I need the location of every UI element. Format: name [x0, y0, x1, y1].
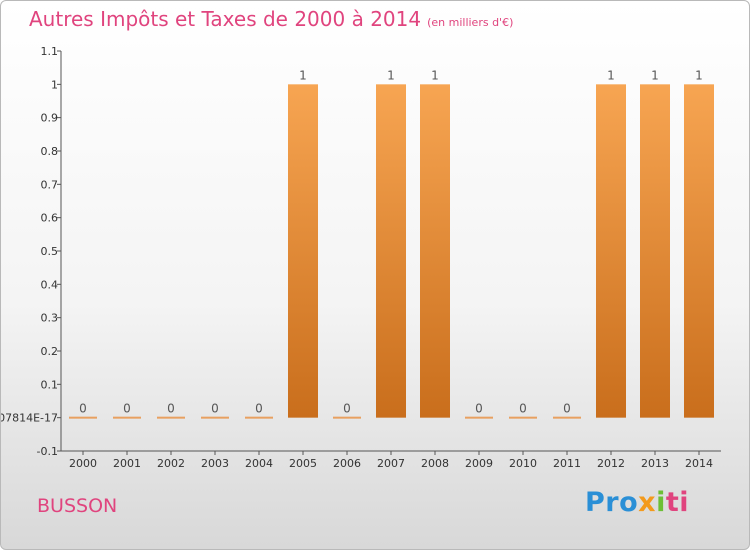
data-label: 0 [475, 402, 483, 416]
x-tick-label: 2008 [421, 457, 449, 470]
bar [201, 416, 229, 419]
y-tick-label: 0.6 [41, 212, 59, 225]
data-label: 1 [607, 68, 615, 82]
bar [684, 84, 714, 418]
x-tick-label: 2013 [641, 457, 669, 470]
x-tick-label: 2006 [333, 457, 361, 470]
y-tick-label: 1 [51, 78, 58, 91]
commune-name: BUSSON [37, 495, 118, 517]
bar [288, 84, 318, 418]
x-tick-label: 2000 [69, 457, 97, 470]
bar [509, 416, 537, 419]
data-label: 1 [651, 68, 659, 82]
bar [640, 84, 670, 418]
bar [113, 416, 141, 419]
y-tick-label: 0.9 [41, 112, 59, 125]
x-tick-label: 2012 [597, 457, 625, 470]
data-label: 0 [343, 402, 351, 416]
x-tick-label: 2014 [685, 457, 713, 470]
y-tick-label: 0.3 [41, 312, 59, 325]
bar [420, 84, 450, 418]
data-label: 0 [519, 402, 527, 416]
bar [333, 416, 361, 419]
x-tick-label: 2001 [113, 457, 141, 470]
data-label: 0 [79, 402, 87, 416]
x-tick-label: 2003 [201, 457, 229, 470]
bar [465, 416, 493, 419]
y-tick-label: 0.2 [41, 345, 59, 358]
data-label: 0 [123, 402, 131, 416]
bar [376, 84, 406, 418]
x-tick-label: 2007 [377, 457, 405, 470]
y-tick-label: -0.1 [37, 445, 58, 458]
x-tick-label: 2009 [465, 457, 493, 470]
y-tick-label: 0.4 [41, 278, 59, 291]
data-label: 1 [387, 68, 395, 82]
y-tick-label: 0.1 [41, 378, 59, 391]
data-label: 1 [431, 68, 439, 82]
y-tick-label: 0.8 [41, 145, 59, 158]
data-label: 0 [563, 402, 571, 416]
bar [596, 84, 626, 418]
chart-title: Autres Impôts et Taxes de 2000 à 2014 (en… [29, 7, 513, 31]
data-label: 1 [299, 68, 307, 82]
bar [553, 416, 581, 419]
data-label: 0 [211, 402, 219, 416]
y-tick-label: 1.1 [41, 45, 59, 58]
x-tick-label: 2005 [289, 457, 317, 470]
data-label: 1 [695, 68, 703, 82]
chart-unit: (en milliers d'€) [427, 16, 514, 29]
y-tick-label: 0.5 [41, 245, 59, 258]
chart-title-text: Autres Impôts et Taxes de 2000 à 2014 [29, 7, 422, 31]
y-tick-label: 0.7 [41, 178, 59, 191]
x-tick-label: 2002 [157, 457, 185, 470]
data-label: 0 [255, 402, 263, 416]
proxiti-logo: Proxiti [585, 487, 690, 518]
bar [157, 416, 185, 419]
bar [245, 416, 273, 419]
x-tick-label: 2004 [245, 457, 273, 470]
x-tick-label: 2010 [509, 457, 537, 470]
bar [69, 416, 97, 419]
x-tick-label: 2011 [553, 457, 581, 470]
data-label: 0 [167, 402, 175, 416]
y-tick-label: 307814E-17 [1, 412, 58, 425]
